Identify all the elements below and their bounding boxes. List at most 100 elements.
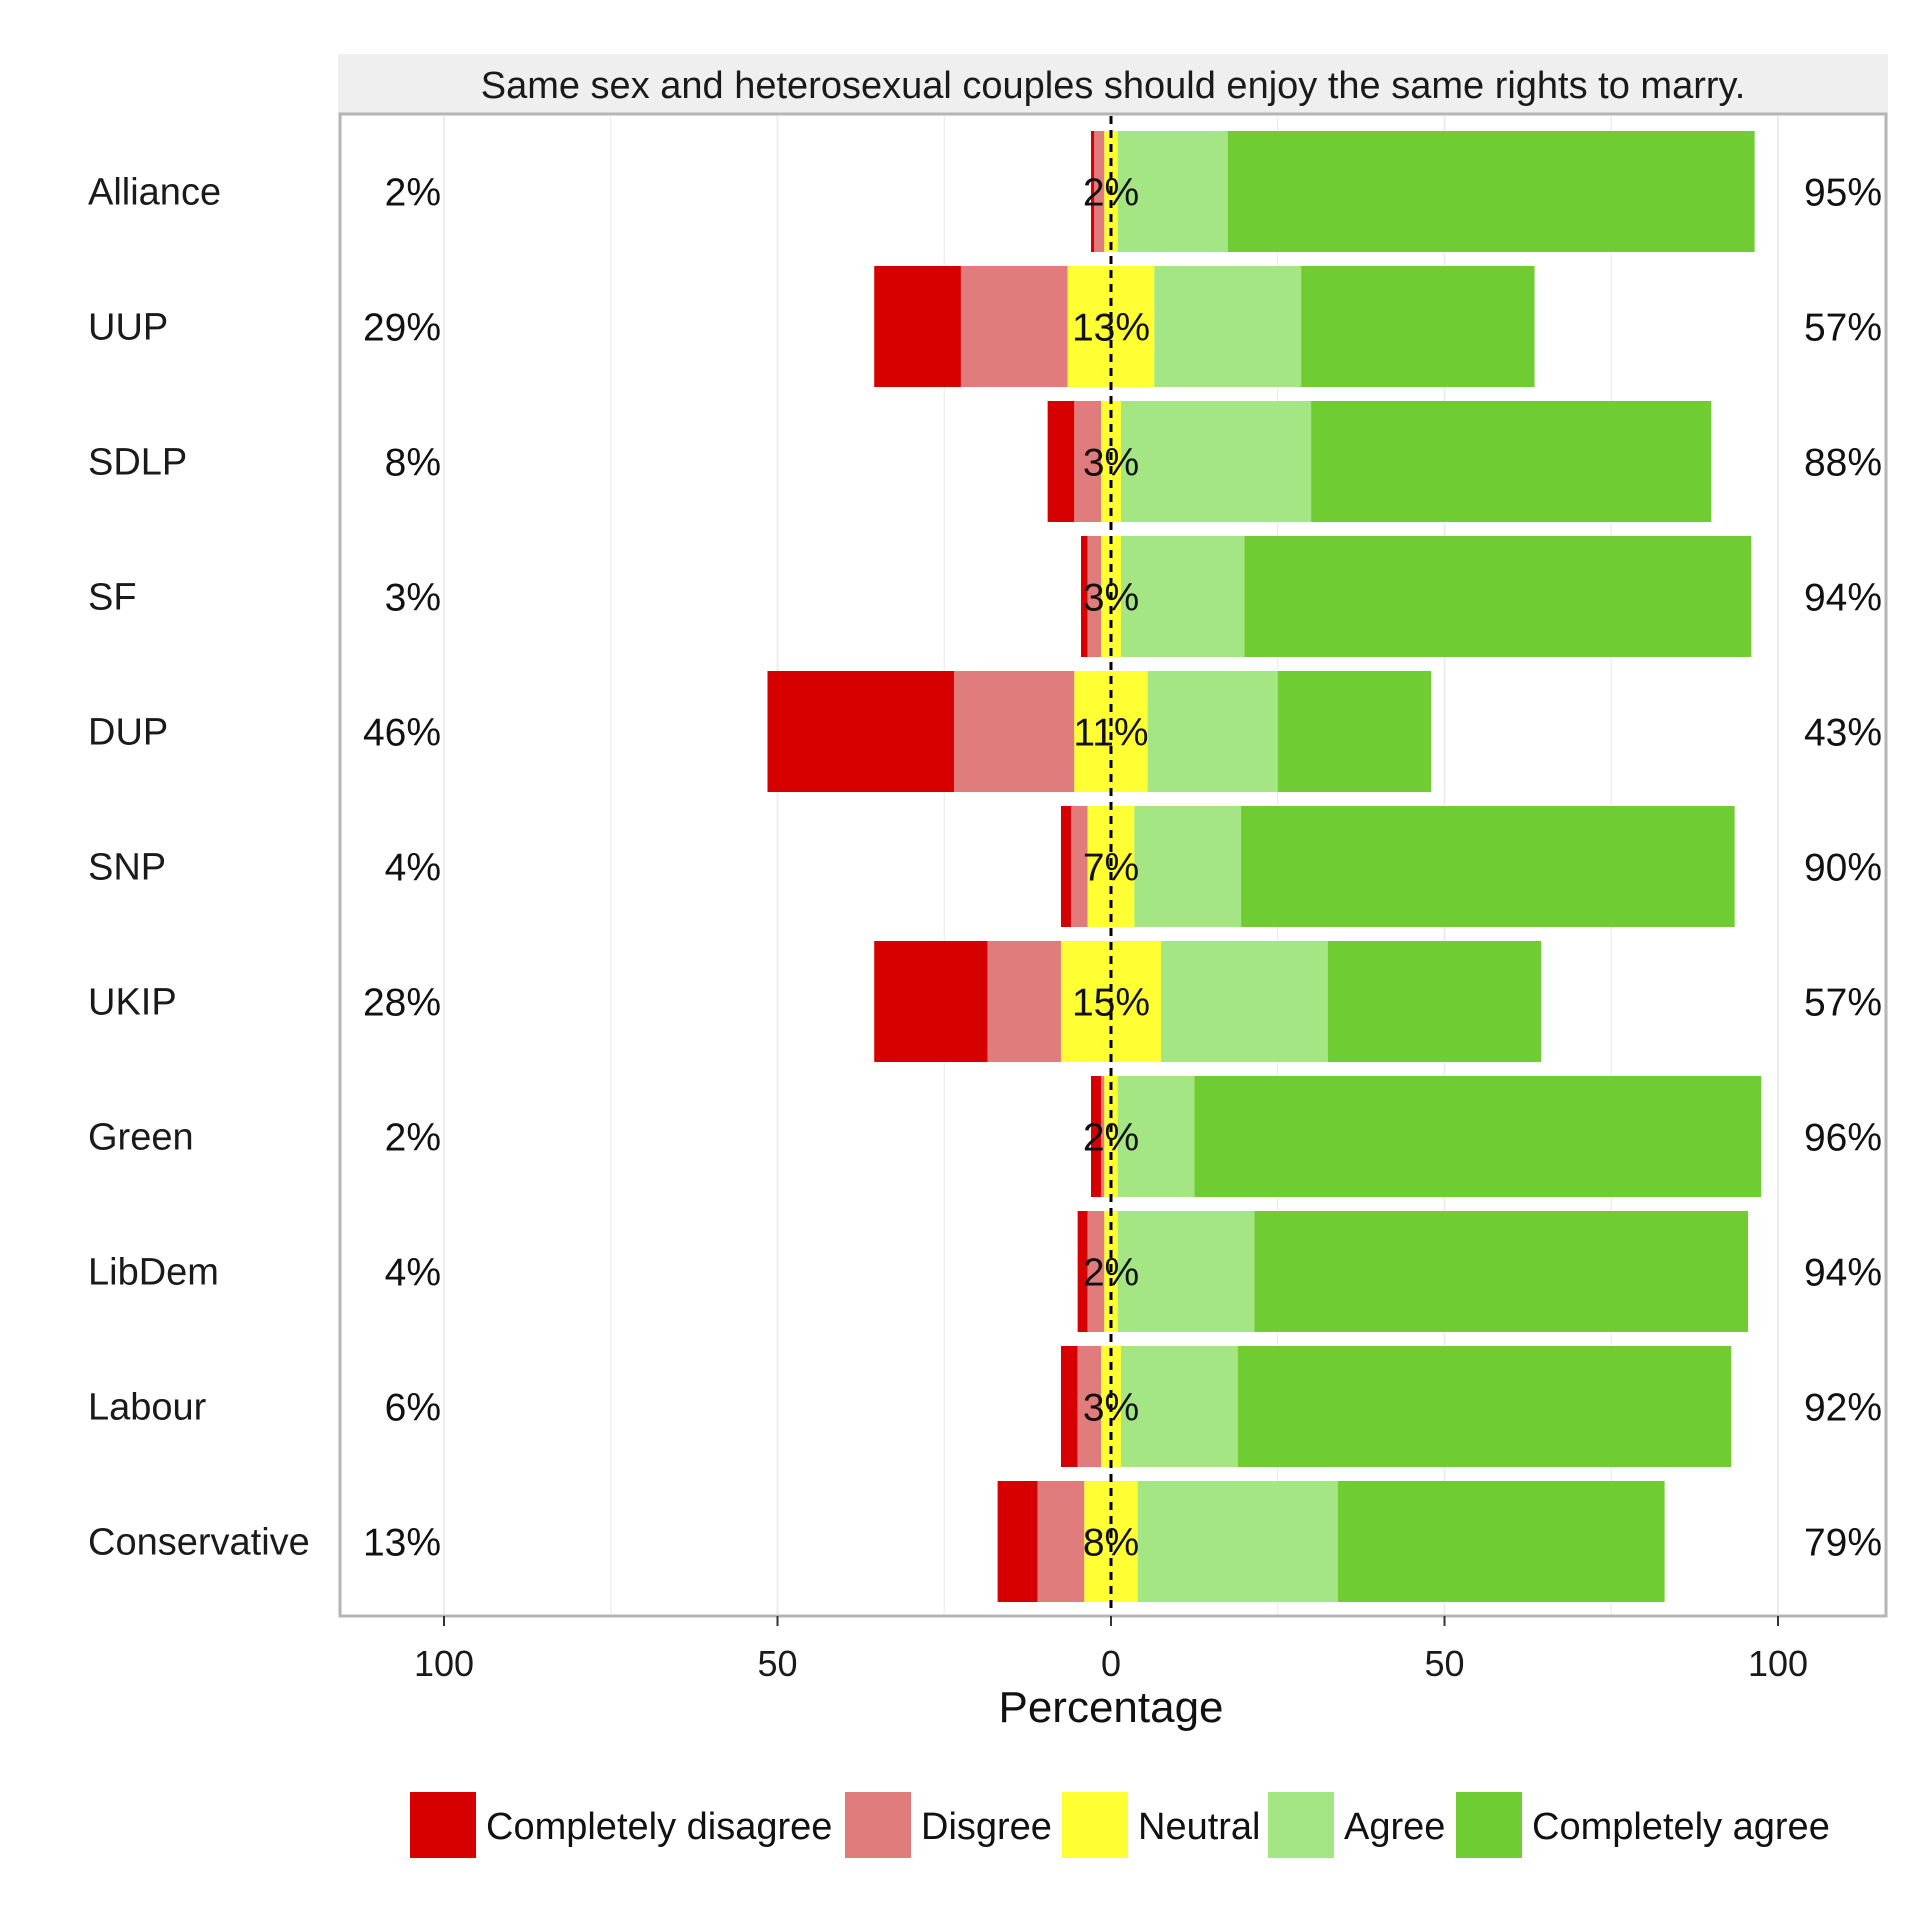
bar-segment (767, 671, 955, 792)
neutral-percent-label: 7% (1083, 847, 1139, 890)
bar-segment (1087, 1211, 1105, 1332)
legend-label: Disgree (921, 1806, 1052, 1848)
bar-segment (1337, 1481, 1665, 1602)
bar-segment (1104, 1076, 1118, 1197)
neutral-percent-label: 13% (1072, 307, 1150, 350)
agree-percent-label: 94% (1804, 1252, 1882, 1295)
bar-segment (1154, 266, 1302, 387)
bar-segment (1241, 806, 1735, 927)
bar-segment (1134, 806, 1242, 927)
neutral-percent-label: 2% (1083, 1117, 1139, 1160)
legend-label: Neutral (1138, 1806, 1261, 1848)
bar-segment (1077, 1211, 1088, 1332)
bar-segment (987, 941, 1061, 1062)
bar-segment (1074, 401, 1101, 522)
bars (767, 131, 1762, 1602)
x-tick-label: 50 (1424, 1643, 1464, 1684)
agree-percent-label: 94% (1804, 577, 1882, 620)
bar-segment (1161, 941, 1328, 1062)
bar-segment (1117, 1076, 1195, 1197)
neutral-percent-label: 3% (1083, 442, 1139, 485)
facet-strip (338, 54, 1888, 114)
category-label: DUP (88, 712, 168, 754)
bar-segment (1147, 671, 1278, 792)
bar-segment (1070, 806, 1088, 927)
bar-segment (1080, 536, 1088, 657)
bar-segment (1227, 131, 1755, 252)
x-tick-label: 100 (414, 1643, 474, 1684)
category-label: Conservative (88, 1522, 310, 1564)
category-label: SDLP (88, 442, 187, 484)
disagree-percent-label: 29% (363, 307, 441, 350)
legend-swatch (1456, 1792, 1522, 1858)
chart-title: Same sex and heterosexual couples should… (481, 65, 1746, 107)
agree-percent-label: 88% (1804, 442, 1882, 485)
legend: Completely disagree Disgree Neutral Agree Co… (410, 1792, 1830, 1858)
category-label: Alliance (88, 172, 221, 214)
agree-percent-label: 57% (1804, 307, 1882, 350)
bar-segment (1060, 1346, 1078, 1467)
x-tick-label: 0 (1101, 1643, 1121, 1684)
agree-percent-label: 43% (1804, 712, 1882, 755)
disagree-percent-label: 46% (363, 712, 441, 755)
neutral-percent-label: 2% (1083, 172, 1139, 215)
bar-segment (1254, 1211, 1748, 1332)
neutral-percent-label: 3% (1083, 1387, 1139, 1430)
category-label: LibDem (88, 1252, 219, 1294)
bar-segment (1194, 1076, 1762, 1197)
category-label: SF (88, 577, 137, 619)
disagree-percent-label: 4% (385, 847, 441, 890)
agree-percent-label: 95% (1804, 172, 1882, 215)
neutral-percent-label: 15% (1072, 982, 1150, 1025)
bar-segment (1121, 1346, 1238, 1467)
category-label: UKIP (88, 982, 177, 1024)
legend-swatch (1062, 1792, 1128, 1858)
neutral-percent-label: 3% (1083, 577, 1139, 620)
bar-segment (1090, 131, 1095, 252)
bar-segment (1090, 1076, 1101, 1197)
x-tick-label: 100 (1748, 1643, 1808, 1684)
bar-segment (1301, 266, 1535, 387)
bar-segment (1084, 1481, 1138, 1602)
legend-swatch (1268, 1792, 1334, 1858)
agree-percent-label: 79% (1804, 1522, 1882, 1565)
legend-label: Completely agree (1532, 1806, 1830, 1848)
x-axis-title: Percentage (998, 1683, 1223, 1732)
bar-segment (1100, 1076, 1105, 1197)
legend-label: Completely disagree (486, 1806, 832, 1848)
bar-segment (960, 266, 1068, 387)
bar-segment (1037, 1481, 1085, 1602)
disagree-percent-label: 28% (363, 982, 441, 1025)
x-axis-ticks: 100 50 0 50 100 (414, 1616, 1808, 1684)
disagree-percent-label: 3% (385, 577, 441, 620)
disagree-percent-label: 2% (385, 172, 441, 215)
bar-segment (874, 941, 988, 1062)
bar-segment (1117, 131, 1228, 252)
agree-percent-label: 92% (1804, 1387, 1882, 1430)
neutral-percent-label: 8% (1083, 1522, 1139, 1565)
legend-swatch (845, 1792, 911, 1858)
bar-segment (1060, 806, 1071, 927)
bar-segment (1100, 401, 1122, 522)
bar-segment (1244, 536, 1752, 657)
agree-percent-label: 96% (1804, 1117, 1882, 1160)
bar-segment (1077, 1346, 1101, 1467)
bar-segment (954, 671, 1075, 792)
disagree-percent-label: 6% (385, 1387, 441, 1430)
category-label: Green (88, 1117, 194, 1159)
bar-segment (1311, 401, 1712, 522)
bar-segment (1121, 401, 1312, 522)
bar-segment (1137, 1481, 1338, 1602)
category-label: UUP (88, 307, 168, 349)
labels: Alliance 2% 2% 95% UUP 29% 13% 57% SDLP 8% 3% 88% SF… (88, 172, 1882, 1565)
bar-segment (874, 266, 961, 387)
bar-segment (1047, 401, 1075, 522)
neutral-percent-label: 2% (1083, 1252, 1139, 1295)
bar-segment (1117, 1211, 1255, 1332)
disagree-percent-label: 13% (363, 1522, 441, 1565)
category-label: SNP (88, 847, 166, 889)
bar-segment (997, 1481, 1038, 1602)
bar-segment (1087, 536, 1101, 657)
disagree-percent-label: 2% (385, 1117, 441, 1160)
